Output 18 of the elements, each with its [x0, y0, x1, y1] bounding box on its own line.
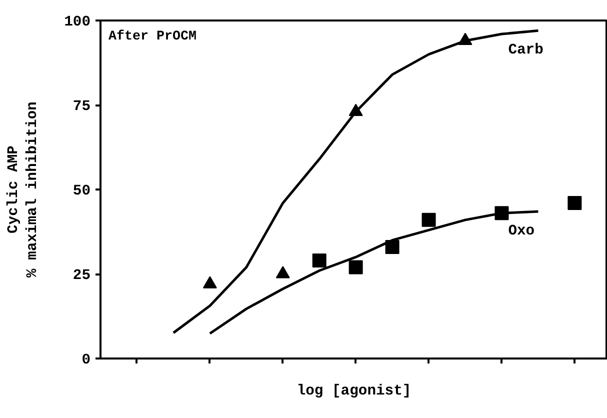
point: [494, 206, 509, 220]
x-axis-title: log [agonist]: [296, 384, 412, 400]
y-tick-label: 75: [72, 99, 91, 115]
point: [458, 32, 472, 46]
y-axis-title: Cyclic AMP % maximal inhibition: [6, 102, 42, 278]
point: [385, 240, 400, 254]
y-tick-label: 25: [72, 268, 91, 284]
point: [348, 260, 363, 274]
series-label: Oxo: [508, 223, 535, 240]
series-label: Carb: [508, 42, 544, 59]
y-tick-label: 0: [82, 352, 90, 368]
point: [568, 196, 582, 210]
point: [312, 253, 326, 268]
point: [348, 104, 363, 116]
y-tick-label: 100: [64, 14, 91, 30]
annotation: After PrOCM: [108, 30, 196, 44]
y-tick-label: 50: [72, 184, 91, 200]
point: [422, 212, 436, 227]
